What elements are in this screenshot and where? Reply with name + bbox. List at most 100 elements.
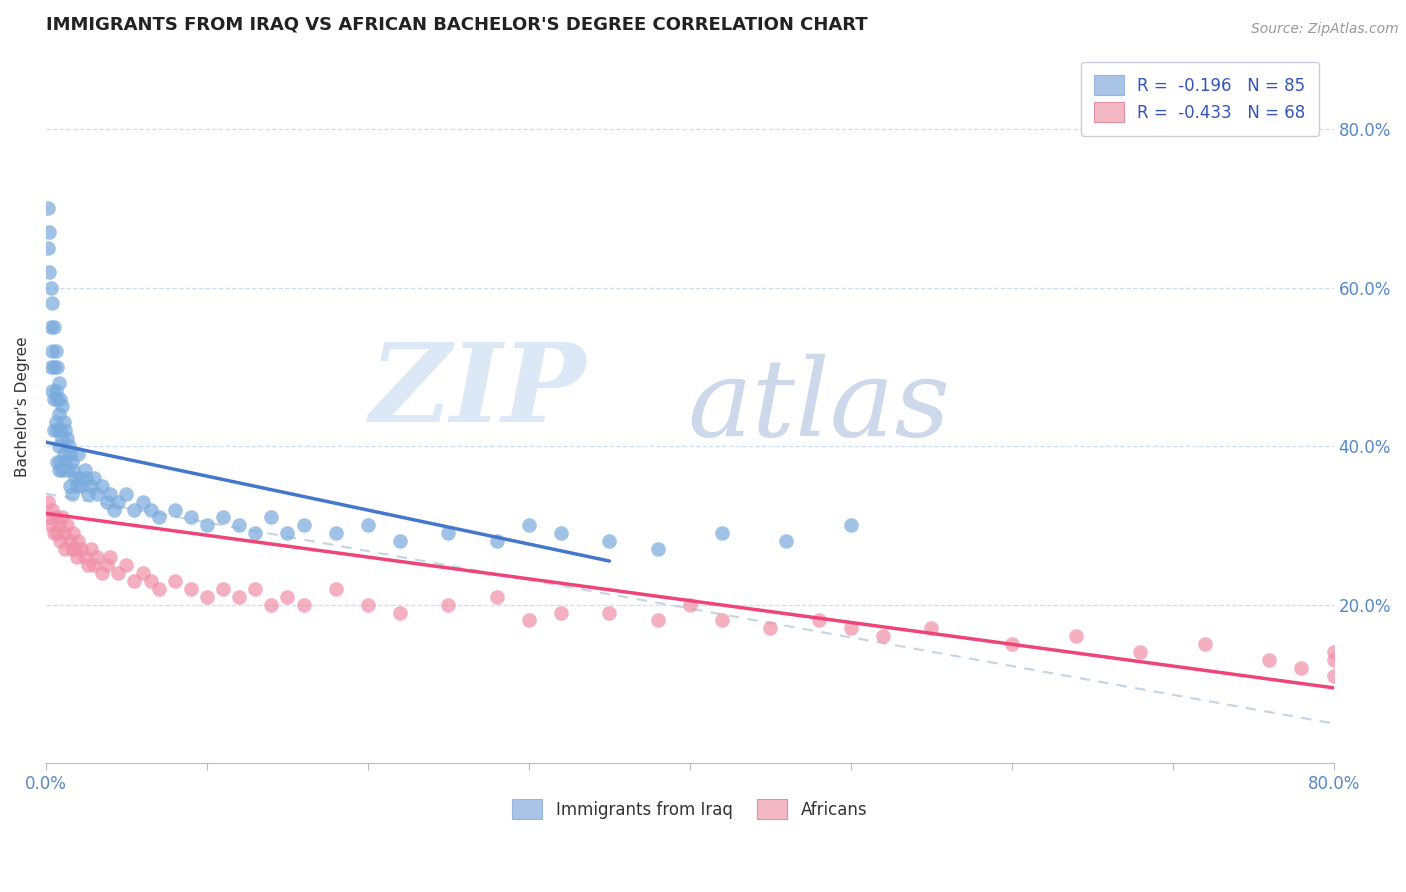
Point [1064,629,1087,643]
Point [42,392,65,406]
Point [62,463,84,477]
Point [260,510,283,524]
Legend: Immigrants from Iraq, Africans: Immigrants from Iraq, Africans [506,792,875,826]
Point [103,502,125,516]
Point [39,320,62,334]
Point [148,510,170,524]
Point [53,542,76,557]
Point [53,423,76,437]
Point [45,510,67,524]
Point [48,408,70,422]
Point [80,542,103,557]
Point [42,423,65,437]
Point [59,534,82,549]
Point [38,225,60,239]
Point [245,526,267,541]
Point [124,574,146,588]
Point [1323,653,1346,667]
Point [86,486,108,500]
Point [107,494,129,508]
Point [46,423,69,437]
Point [839,518,862,533]
Point [49,423,72,437]
Point [46,526,69,541]
Point [65,550,87,565]
Point [63,542,86,557]
Point [325,582,347,596]
Point [163,502,186,516]
Point [51,431,73,445]
Point [48,439,70,453]
Point [41,296,63,310]
Text: ZIP: ZIP [370,338,586,446]
Point [550,606,572,620]
Point [70,542,93,557]
Point [98,486,121,500]
Point [91,479,114,493]
Point [42,359,65,374]
Point [1323,669,1346,683]
Point [70,479,93,493]
Point [38,510,60,524]
Point [45,384,67,398]
Point [52,526,75,541]
Point [60,455,83,469]
Point [228,518,250,533]
Point [131,494,153,508]
Point [41,502,63,516]
Point [62,526,84,541]
Point [1258,653,1281,667]
Point [1291,661,1313,675]
Point [139,502,162,516]
Point [42,526,65,541]
Point [1194,637,1216,651]
Point [107,566,129,580]
Point [60,542,83,557]
Point [37,202,59,216]
Point [195,590,218,604]
Point [46,359,69,374]
Point [807,614,830,628]
Point [389,606,412,620]
Point [1323,645,1346,659]
Point [96,558,118,572]
Text: atlas: atlas [688,354,950,459]
Point [48,376,70,390]
Y-axis label: Bachelor's Degree: Bachelor's Degree [15,336,30,477]
Point [148,582,170,596]
Point [67,447,90,461]
Point [839,621,862,635]
Point [357,518,380,533]
Point [37,241,59,255]
Point [647,542,669,557]
Point [389,534,412,549]
Point [437,598,460,612]
Point [48,518,70,533]
Point [41,344,63,359]
Point [76,558,98,572]
Point [75,471,97,485]
Point [517,614,540,628]
Point [245,582,267,596]
Point [42,320,65,334]
Point [41,384,63,398]
Point [357,598,380,612]
Point [39,359,62,374]
Point [679,598,702,612]
Point [39,280,62,294]
Point [276,526,298,541]
Point [73,463,96,477]
Point [195,518,218,533]
Point [598,534,620,549]
Point [91,566,114,580]
Point [49,455,72,469]
Point [180,510,202,524]
Text: IMMIGRANTS FROM IRAQ VS AFRICAN BACHELOR'S DEGREE CORRELATION CHART: IMMIGRANTS FROM IRAQ VS AFRICAN BACHELOR… [46,15,868,33]
Point [131,566,153,580]
Point [775,534,797,549]
Point [96,494,118,508]
Point [38,265,60,279]
Point [647,614,669,628]
Point [115,558,138,572]
Point [517,518,540,533]
